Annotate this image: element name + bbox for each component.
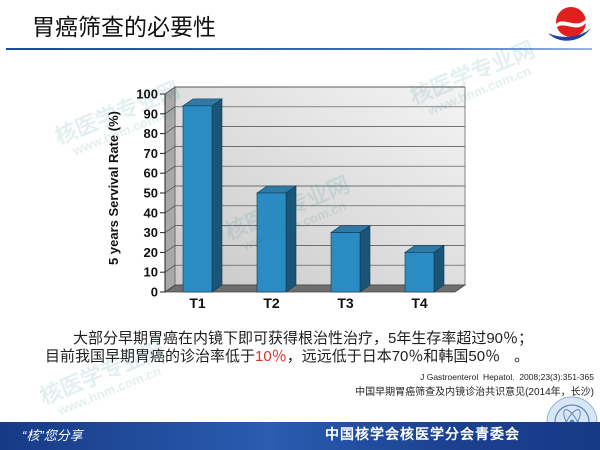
y-tick-label: 70 bbox=[144, 146, 158, 161]
gridline-side-wall bbox=[164, 86, 176, 95]
swoosh-logo-icon bbox=[548, 7, 591, 41]
watermark-url: www.hnm.com.cn bbox=[55, 363, 164, 419]
bar-t1-side bbox=[211, 98, 223, 293]
y-tick-label: 100 bbox=[136, 87, 158, 102]
chart-plot-area: 0 10 20 30 40 50 60 70 80 90 100 T1 T2 T3 T4 bbox=[136, 86, 467, 311]
reference-citation-2: 中国早期胃癌筛查及内镜诊治共识意见(2014年，长沙) bbox=[355, 387, 594, 398]
gridline-side-wall bbox=[164, 126, 176, 134]
x-category-label: T1 bbox=[189, 295, 206, 311]
y-tick-label: 60 bbox=[144, 166, 158, 181]
gridline-side-wall bbox=[164, 185, 176, 194]
y-tick-label: 0 bbox=[151, 285, 158, 300]
x-category-label: T4 bbox=[411, 295, 428, 311]
bar-t3 bbox=[330, 232, 361, 293]
bar-t4-side bbox=[433, 244, 445, 293]
bar-t3-side bbox=[359, 225, 371, 293]
y-tick-label: 80 bbox=[144, 126, 158, 141]
y-tick-label: 20 bbox=[144, 245, 158, 260]
body-text-end: 。 bbox=[514, 348, 530, 365]
y-tick-label: 50 bbox=[144, 186, 158, 201]
footer-organization: 中国核学会核医学分会青委会 bbox=[325, 428, 520, 443]
highlight-rate: 10％ bbox=[255, 348, 287, 365]
footer-slogan: “核”您分享 bbox=[22, 428, 83, 443]
gridline-side-wall bbox=[164, 146, 176, 154]
gridline-side-wall bbox=[164, 225, 176, 233]
x-category-label: T2 bbox=[263, 295, 280, 311]
gridline-side-wall bbox=[164, 205, 176, 214]
y-tick-label: 40 bbox=[144, 205, 158, 220]
y-axis-label: 5 years Servival Rate (%) bbox=[106, 111, 121, 265]
gridline-side-wall bbox=[164, 245, 176, 253]
gridline-side-wall bbox=[164, 264, 176, 273]
bar-t2 bbox=[256, 192, 287, 293]
y-tick-label: 90 bbox=[144, 106, 158, 121]
bar-t1 bbox=[182, 105, 213, 293]
gridline-side-wall bbox=[164, 165, 176, 174]
body-text-line-2: 目前我国早期胃癌的诊治率低于10％，远远低于日本70％和韩国50％ 。 bbox=[45, 348, 529, 366]
y-tick-label: 30 bbox=[144, 225, 158, 240]
title-underline bbox=[6, 48, 592, 50]
gridline-side-wall bbox=[164, 106, 176, 115]
reference-citation-1: J Gastroenterol Hepatol. 2008;23(3):351-… bbox=[420, 372, 594, 382]
y-tick-label: 10 bbox=[144, 265, 158, 280]
body-text-part: ，远远低于日本70％和韩国50％ bbox=[286, 348, 501, 365]
body-text-line-1: 大部分早期胃癌在内镜下即可获得根治性治疗，5年生存率超过90％； bbox=[73, 330, 534, 347]
bar-t2-side bbox=[285, 185, 297, 293]
bar-t4 bbox=[404, 252, 435, 293]
x-category-label: T3 bbox=[337, 295, 354, 311]
body-text-part: 目前我国早期胃癌的诊治率低于 bbox=[45, 348, 256, 365]
footer-bar bbox=[0, 422, 600, 450]
slide-title: 胃癌筛查的必要性 bbox=[32, 15, 216, 40]
survival-rate-chart: 0 10 20 30 40 50 60 70 80 90 100 T1 T2 T3 T4 5 years S… bbox=[106, 86, 467, 311]
